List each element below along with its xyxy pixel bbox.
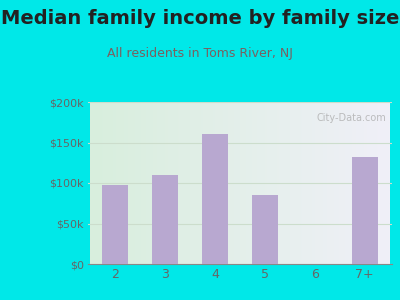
Bar — [202, 134, 228, 264]
Bar — [352, 157, 378, 264]
Text: City-Data.com: City-Data.com — [316, 113, 386, 123]
Text: Median family income by family size: Median family income by family size — [1, 9, 399, 28]
Text: All residents in Toms River, NJ: All residents in Toms River, NJ — [107, 46, 293, 59]
Bar — [102, 185, 128, 264]
Bar — [252, 195, 278, 264]
Bar — [152, 175, 178, 264]
